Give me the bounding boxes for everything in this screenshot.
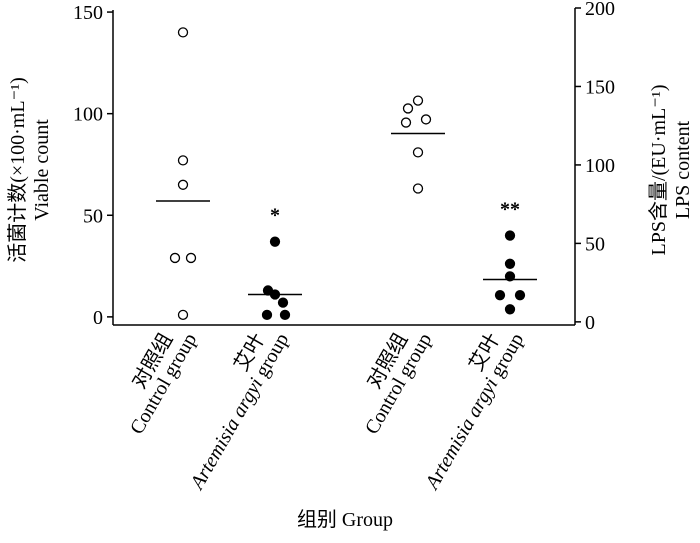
data-point [169,252,181,264]
y2-tick-label: 150 [585,76,615,98]
y2-axis-title: LPS content [672,120,694,219]
data-point [504,304,516,315]
data-point [177,309,189,320]
y2-axis-title: LPS含量/(EU·mL⁻¹) [647,85,670,256]
x-axis-title: 组别 Group [297,508,393,531]
data-point [412,95,424,106]
data-point [412,147,424,158]
y-tick-label: 150 [73,2,103,24]
data-point [504,271,516,282]
data-point [177,155,189,166]
data-point [504,258,516,269]
data-point [177,27,189,38]
annotation: ** [500,199,520,221]
data-point [261,309,273,320]
y2-tick-label: 0 [585,312,595,334]
data-point [177,179,189,190]
data-point [514,290,526,301]
y2-tick-label: 200 [585,0,615,20]
x-tick-label-italic: Artemisia argyi [185,374,267,494]
data-point [412,183,424,194]
y-tick-label: 0 [93,307,103,329]
y-axis-title: 活菌计数(×100·mL⁻¹) [6,77,29,263]
x-tick-label-italic: Artemisia argyi [420,374,502,494]
annotation: * [270,205,280,227]
y-tick-label: 50 [83,205,103,227]
y-tick-label: 100 [73,104,103,126]
data-point [494,290,506,301]
data-point [504,230,516,241]
data-point [279,309,291,320]
data-point [420,114,432,125]
y-axis-title: Viable count [31,119,53,221]
data-point [277,297,289,308]
y2-tick-label: 100 [585,155,615,177]
data-point [402,103,414,114]
y2-tick-label: 50 [585,233,605,255]
data-point [269,236,281,247]
data-point [400,117,412,128]
data-point [185,252,197,264]
